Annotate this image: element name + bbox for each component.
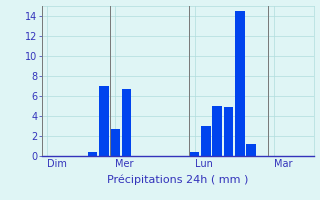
Bar [224, 107, 233, 156]
X-axis label: Précipitations 24h ( mm ): Précipitations 24h ( mm ) [107, 174, 248, 185]
Bar [212, 106, 222, 156]
Bar [110, 129, 120, 156]
Bar [122, 89, 132, 156]
Bar [88, 152, 97, 156]
Bar [190, 152, 199, 156]
Bar [235, 11, 245, 156]
Bar [246, 144, 256, 156]
Bar [201, 126, 211, 156]
Bar [99, 86, 109, 156]
